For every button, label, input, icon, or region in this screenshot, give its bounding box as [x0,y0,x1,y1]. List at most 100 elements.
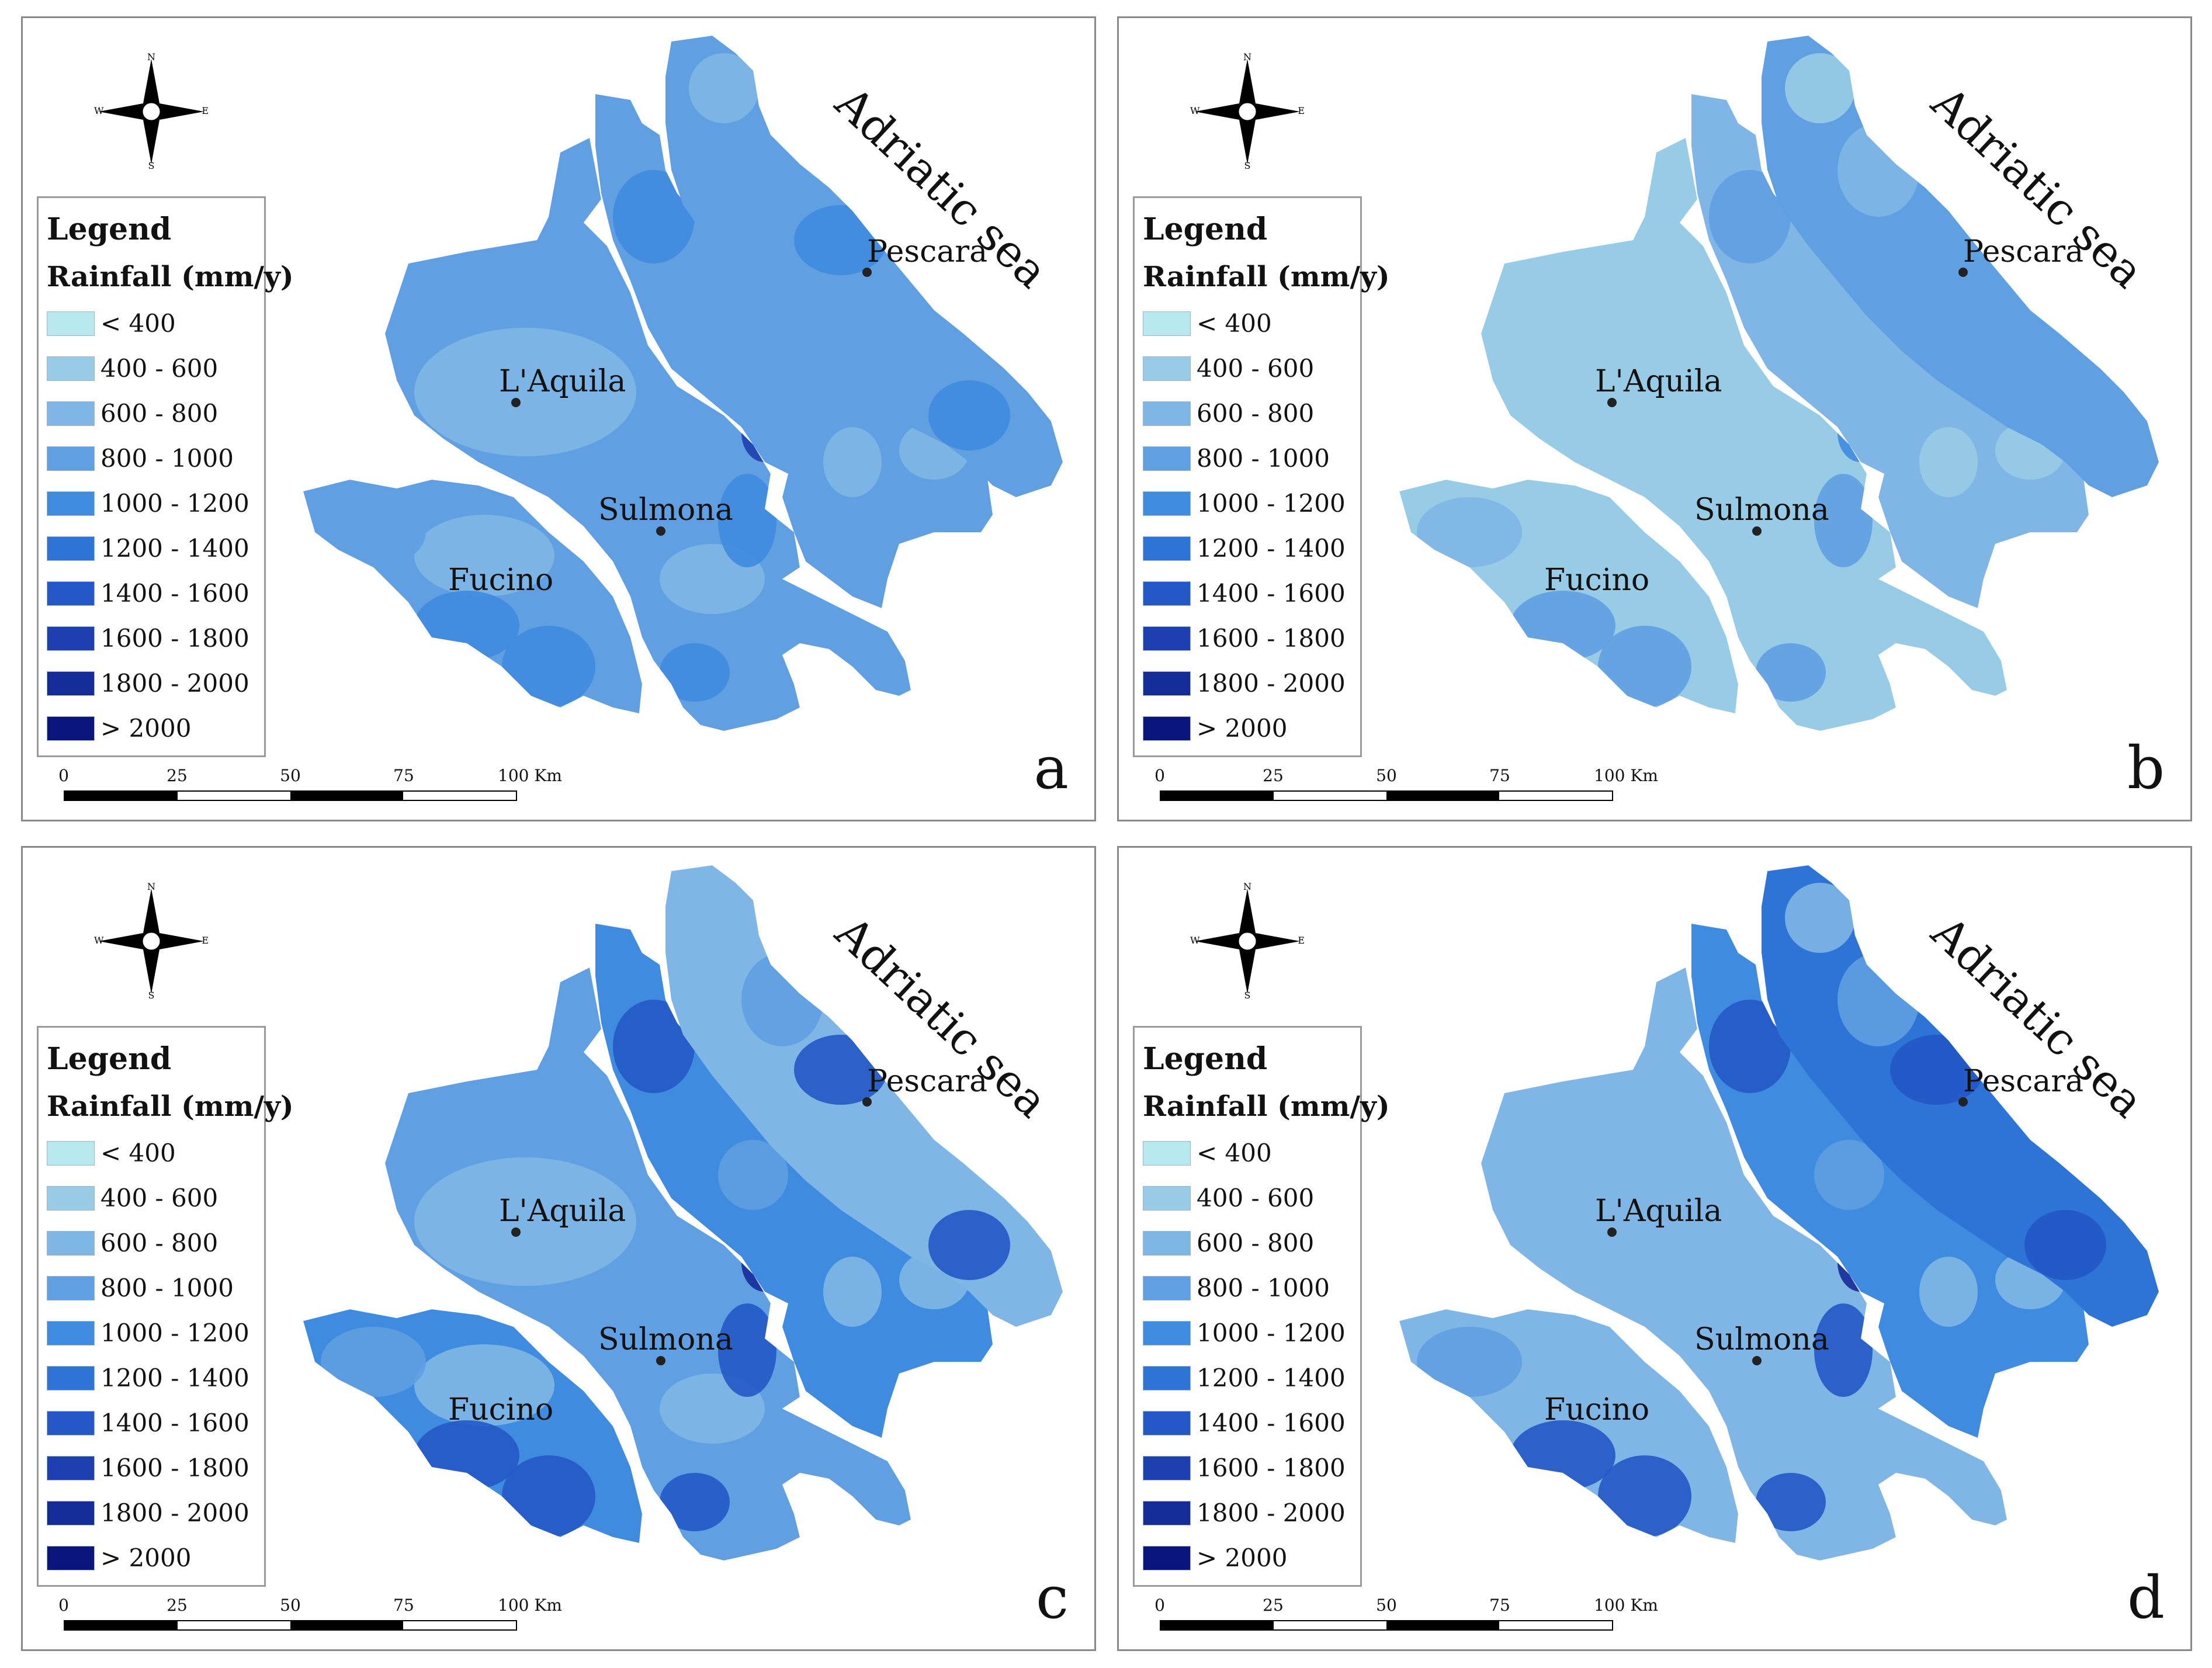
scale-segment [290,792,403,800]
legend-label: < 400 [1197,309,1272,338]
scale-tick-label: 25 [167,766,188,785]
rainfall-zone-sw-1 [1417,1327,1522,1397]
legend-label: 1400 - 1600 [1197,1409,1346,1437]
legend-item: > 2000 [1143,706,1360,751]
scale-segment [1274,792,1386,800]
legend-swatch [47,536,95,561]
city-label-pescara: Pescara [867,234,988,269]
legend-label: 1600 - 1800 [1197,624,1346,653]
legend-label: 1600 - 1800 [100,624,249,653]
region-fill-mide [595,94,993,608]
legend-label: 1200 - 1400 [100,1364,249,1392]
legend-label: 400 - 600 [1197,354,1315,383]
panel-letter: d [2127,1563,2165,1632]
city-label-pescara: Pescara [867,1064,988,1099]
legend-label: 600 - 800 [100,1229,219,1257]
rainfall-zone-ne-3 [1837,123,1919,217]
scale-tick-label: 100 Km [498,766,562,785]
rainfall-zone-sw-0 [414,515,554,597]
rainfall-map [1399,865,2159,1561]
legend-item: < 400 [1143,301,1360,346]
legend-label: 1000 - 1200 [1197,489,1346,518]
scale-tick-label: 25 [1263,1596,1284,1615]
city-label-fucino: Fucino [448,1392,554,1427]
city-label-sulmona: Sulmona [598,1322,733,1357]
compass-label-n: N [147,53,155,63]
city-dot-laquila [1607,1227,1617,1237]
legend-label: 800 - 1000 [100,1274,234,1302]
compass-center [1237,931,1258,952]
scale-tick-label: 75 [1489,766,1510,785]
scale-tick-label: 25 [167,1596,188,1615]
rainfall-zone-sw-3 [1510,591,1615,661]
compass-needle-south [1239,941,1256,994]
rainfall-zone-ne-2 [2024,380,2106,450]
compass-label-w: W [94,935,104,946]
compass-label-e: E [1298,935,1305,946]
legend-item: 1400 - 1600 [47,1400,264,1445]
scale-tick-label: 50 [280,1596,301,1615]
compass-needle-east [151,103,204,120]
rainfall-zone-sw-2 [1598,1455,1691,1537]
legend-item: 600 - 800 [1143,391,1360,436]
legend-swatch [1143,626,1191,651]
rainfall-zone-mid-4 [660,1473,730,1531]
legend-label: 800 - 1000 [1197,1274,1330,1302]
legend-swatch [1143,1455,1191,1480]
compass-needle-south [1239,112,1256,164]
legend-item: 1600 - 1800 [47,1445,264,1490]
scale-segments [64,1620,517,1631]
legend-label: 1400 - 1600 [1197,579,1346,608]
legend-item: 1800 - 2000 [1143,1490,1360,1535]
region-ne [1762,36,2159,497]
legend-item: 800 - 1000 [47,1265,264,1310]
legend-item: 1800 - 2000 [47,1490,264,1535]
city-label-laquila: L'Aquila [499,364,626,399]
scale-segment [1161,1621,1274,1629]
compass-label-s: S [1244,160,1251,170]
legend-subtitle: Rainfall (mm/y) [1143,1090,1390,1123]
legend-label: 1600 - 1800 [1197,1454,1346,1482]
rainfall-zone-ne-2 [2024,1210,2106,1280]
city-label-sulmona: Sulmona [598,493,733,528]
legend-subtitle: Rainfall (mm/y) [47,1090,294,1123]
rainfall-zone-ne-3 [741,953,823,1046]
legend-item: 1600 - 1800 [47,616,264,661]
city-dot-sulmona [656,1356,665,1365]
legend-swatch [1143,356,1191,381]
rainfall-zone-mide-0 [613,1000,695,1093]
legend: Legend Rainfall (mm/y) < 400 400 - 600 600 -… [37,196,294,757]
rainfall-zone-mide-1 [823,427,882,497]
map-panel-b: Adriatic sea Pescara L'Aquila Sulmona Fu… [1117,16,2192,821]
scale-tick-label: 0 [1154,1596,1165,1615]
legend-title: Legend [47,1041,172,1077]
legend-label: 1200 - 1400 [100,534,249,563]
rainfall-map [1399,36,2159,731]
rainfall-zone-sw-0 [1510,515,1651,597]
compass-label-s: S [1244,990,1251,1000]
scale-tick-label: 25 [1263,766,1284,785]
rainfall-zone-mide-0 [1709,170,1791,263]
legend-swatch [47,1455,95,1480]
region-mid [1481,967,2007,1561]
legend-label: < 400 [100,309,176,338]
region-mide [1691,924,2089,1438]
compass-center [141,931,162,952]
region-fill-mide [595,924,993,1438]
legend-item: 1000 - 1200 [1143,481,1360,526]
legend-label: 1800 - 2000 [100,1499,249,1527]
rainfall-zone-mid-0 [1510,1157,1732,1286]
region-fill-mide [1691,924,2089,1438]
legend-item: 1200 - 1400 [1143,526,1360,571]
legend-label: 1800 - 2000 [1197,1499,1346,1527]
region-mide [595,94,993,608]
city-label-fucino: Fucino [448,563,554,598]
legend-label: 1000 - 1200 [1197,1319,1346,1347]
rainfall-zone-ne-0 [689,883,759,953]
legend-item: 1200 - 1400 [1143,1355,1360,1400]
scale-segment [1386,792,1499,800]
scale-segment [65,792,178,800]
scale-bar: 0 25 50 75 100 Km [1154,766,1674,813]
compass-label-w: W [94,105,104,116]
scale-segment [178,1621,290,1629]
